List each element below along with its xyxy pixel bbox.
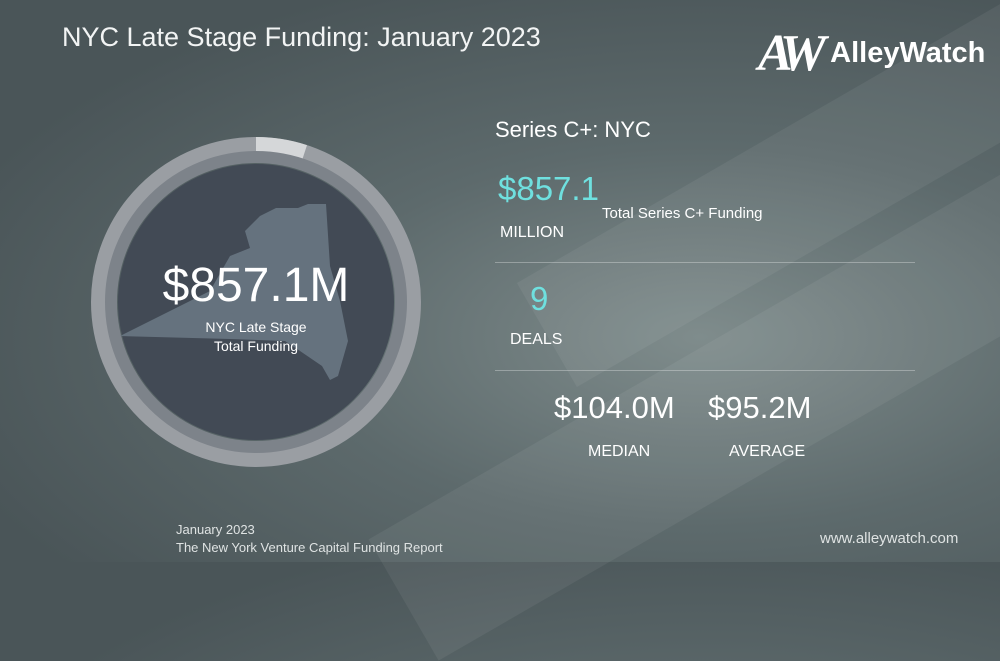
funding-ring	[91, 137, 421, 467]
average-value: $95.2M	[708, 390, 812, 425]
series-c-total-value: $857.1	[498, 170, 599, 207]
label-line-2: Total Funding	[213, 338, 299, 354]
total-funding-label: NYC Late Stage Total Funding	[106, 318, 406, 356]
logo-mark: AW	[758, 25, 826, 82]
series-c-total-label: Total Series C+ Funding	[602, 205, 763, 222]
deals-value: 9	[530, 280, 549, 317]
deals-label: DEALS	[510, 331, 563, 348]
series-c-unit: MILLION	[500, 224, 565, 241]
ring-inner-band	[105, 151, 407, 453]
logo-wordmark: AlleyWatch	[830, 37, 986, 69]
median-value: $104.0M	[554, 390, 675, 425]
average-label: AVERAGE	[729, 443, 806, 460]
footer-report-name: The New York Venture Capital Funding Rep…	[176, 540, 443, 555]
footer-date: January 2023	[176, 522, 255, 537]
alleywatch-logo: AW AlleyWatch	[758, 24, 985, 83]
total-funding-value: $857.1M	[162, 259, 350, 312]
divider	[495, 262, 915, 263]
divider	[495, 370, 915, 371]
new-york-state-map-icon	[120, 204, 348, 380]
ring-highlight-segment	[255, 137, 307, 165]
median-label: MEDIAN	[588, 443, 651, 460]
label-line-1: NYC Late Stage	[205, 319, 307, 335]
website-link[interactable]: www.alleywatch.com	[820, 530, 959, 547]
section-title: Series C+: NYC	[495, 117, 651, 142]
page-title: NYC Late Stage Funding: January 2023	[62, 22, 541, 52]
